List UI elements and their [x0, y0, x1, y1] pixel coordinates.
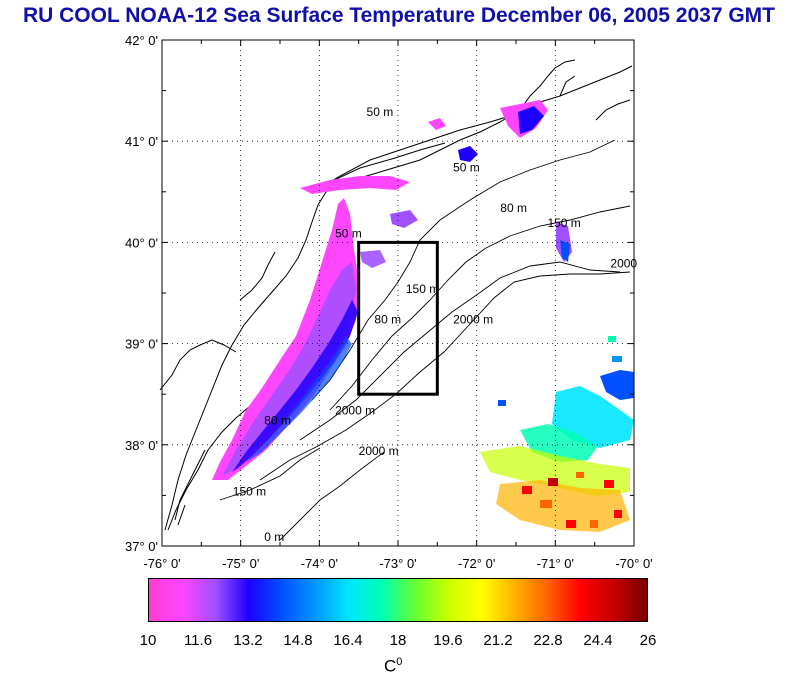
lon-label: -71° 0' — [537, 556, 574, 571]
sst-swath — [212, 100, 572, 480]
colorbar-tick-label: 24.4 — [583, 632, 613, 649]
lat-label: 40° 0' — [125, 235, 158, 250]
colorbar-tick-label: 18 — [389, 632, 407, 649]
contour-labels: 50 m 50 m 50 m 80 m 80 m 80 m 150 m 150 m 150 m 2… — [233, 105, 638, 544]
lon-label: -75° 0' — [222, 556, 259, 571]
contour-label: 50 m — [453, 161, 480, 175]
plot-border — [161, 39, 635, 547]
colorbar-unit: C0 — [384, 656, 402, 677]
contour-label: 80 m — [374, 312, 401, 326]
lat-label: 38° 0' — [125, 438, 158, 453]
study-area-box[interactable] — [357, 240, 439, 396]
lon-label: -73° 0' — [379, 556, 416, 571]
colorbar-tick-label: 16.4 — [333, 632, 363, 649]
temperature-colorbar — [148, 578, 648, 622]
lat-label: 42° 0' — [125, 33, 158, 48]
colorbar-tick-label: 10 — [139, 632, 157, 649]
lat-label: 39° 0' — [125, 337, 158, 352]
colorbar-tick-label: 11.6 — [183, 632, 213, 649]
map-frame — [161, 39, 635, 547]
colorbar-tick-label: 14.8 — [283, 632, 313, 649]
longitude-labels: -76° 0' -75° 0' -74° 0' -73° 0' -72° 0' -71° … — [143, 556, 652, 571]
colorbar-tick-label: 19.6 — [433, 632, 463, 649]
contour-label: 2000 — [610, 257, 637, 271]
colorbar-tick-label: 21.2 — [483, 632, 513, 649]
latitude-labels: 42° 0' 41° 0' 40° 0' 39° 0' 38° 0' 37° 0' — [125, 33, 158, 554]
lon-label: -70° 0' — [615, 556, 652, 571]
colorbar-tick-label: 26 — [639, 632, 657, 649]
contour-label: 50 m — [367, 105, 394, 119]
sst-warm-patches — [480, 336, 634, 532]
contour-label: 80 m — [264, 414, 291, 428]
contour-label: 150 m — [233, 484, 266, 498]
contour-label: 2000 m — [359, 444, 399, 458]
unit-letter: C — [384, 656, 397, 676]
lon-label: -74° 0' — [301, 556, 338, 571]
lon-label: -72° 0' — [458, 556, 495, 571]
contour-label: 150 m — [406, 282, 439, 296]
lat-label: 41° 0' — [125, 134, 158, 149]
colorbar-tick-label: 13.2 — [233, 632, 263, 649]
contour-label: 150 m — [547, 216, 580, 230]
unit-superscript: 0 — [396, 656, 403, 668]
contour-label: 0 m — [264, 530, 284, 544]
map-title: RU COOL NOAA-12 Sea Surface Temperature … — [22, 4, 776, 27]
bathymetry-contours — [219, 139, 631, 541]
lat-label: 37° 0' — [125, 539, 158, 554]
contour-label: 50 m — [335, 226, 362, 240]
lon-label: -76° 0' — [143, 556, 180, 571]
contour-label: 80 m — [500, 201, 527, 215]
contour-label: 2000 m — [453, 312, 493, 326]
contour-label: 2000 m — [335, 403, 375, 417]
colorbar-tick-label: 22.8 — [533, 632, 563, 649]
